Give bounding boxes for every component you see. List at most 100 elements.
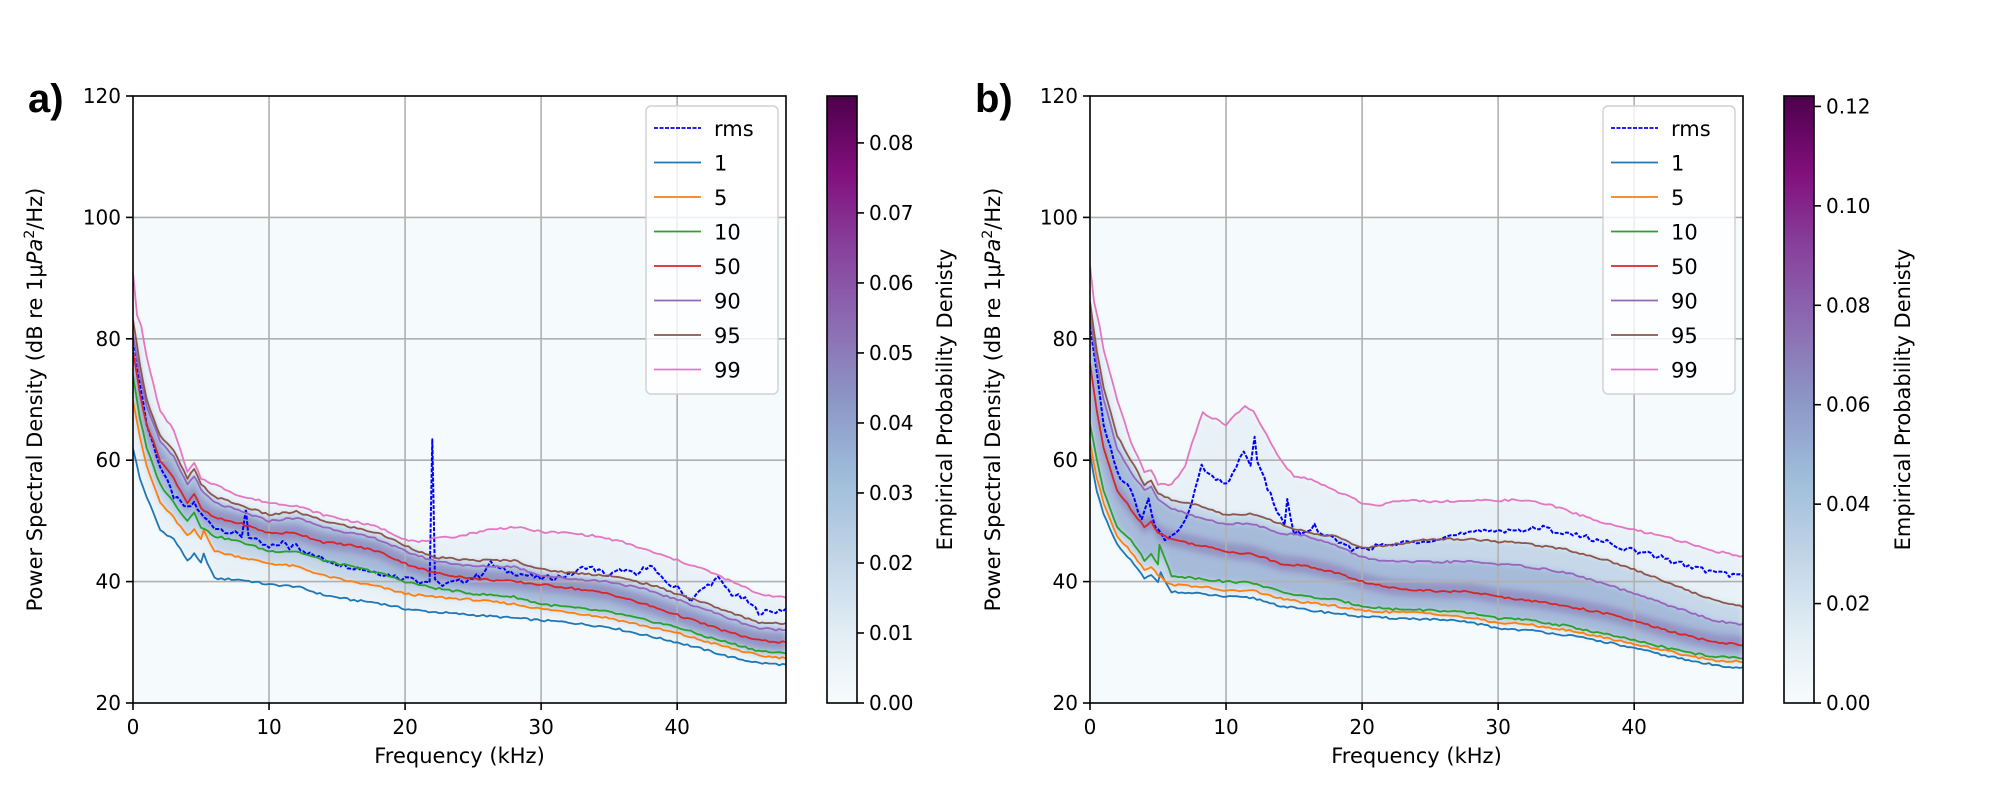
colorbar-label: Empirical Probability Denisty [933, 249, 957, 551]
colorbar-tick-label: 0.02 [1826, 592, 1871, 616]
legend: rms 1 5 10 50 90 95 99 [645, 105, 779, 395]
series-line-95 [1090, 301, 1743, 609]
colorbar: 0.00 0.02 0.04 0.06 0.08 0.10 0.12 Empirical Pr… [1783, 94, 1915, 715]
series-line-50 [1090, 362, 1743, 647]
colorbar-tick-label: 0.02 [869, 551, 914, 575]
legend-label-1: 1 [714, 152, 727, 176]
colorbar-gradient [826, 95, 858, 704]
panel-a: a) 0 10 20 30 40 20 40 60 80 100 120 Frequency (kHz… [22, 77, 957, 768]
colorbar-label: Empirical Probability Denisty [1891, 249, 1915, 551]
colorbar-tick-label: 0.06 [1826, 393, 1871, 417]
y-axis-label-unit: Pa [981, 239, 1005, 265]
x-tick-label: 30 [1485, 715, 1510, 739]
legend-label-95: 95 [1671, 324, 1698, 348]
legend-box [645, 105, 779, 395]
series-line-50 [133, 351, 786, 644]
colorbar-tick-label: 0.05 [869, 341, 914, 365]
panel-b: b) 0 10 20 30 40 20 40 60 80 100 120 Frequency (kHz… [975, 77, 1915, 768]
legend-label-rms: rms [1671, 117, 1711, 141]
series-group [1090, 265, 1743, 669]
series-line-90 [1090, 314, 1743, 626]
legend-label-90: 90 [714, 290, 741, 314]
x-axis-label: Frequency (kHz) [374, 744, 545, 768]
y-tick-label: 20 [1053, 691, 1078, 715]
x-tick-label: 20 [392, 715, 417, 739]
y-tick-label: 60 [96, 448, 121, 472]
colorbar-tick-label: 0.06 [869, 271, 914, 295]
y-tick-label: 20 [96, 691, 121, 715]
y-tick-label: 100 [83, 205, 121, 229]
legend-label-99: 99 [714, 359, 741, 383]
y-tick-label: 120 [83, 84, 121, 108]
legend-label-90: 90 [1671, 290, 1698, 314]
panel-label-a: a) [28, 77, 64, 121]
series-line-5 [1090, 441, 1743, 664]
x-tick-label: 30 [528, 715, 553, 739]
x-tick-label: 40 [1621, 715, 1646, 739]
legend-label-rms: rms [714, 117, 754, 141]
axes-frame [1089, 95, 1744, 704]
x-tick-label: 0 [1084, 715, 1097, 739]
series-line-95 [133, 319, 786, 626]
colorbar: 0.00 0.01 0.02 0.03 0.04 0.05 0.06 0.07 0.08 Empi… [826, 95, 957, 715]
density-band-group [1090, 266, 1743, 668]
axes-frame [132, 95, 787, 704]
series-line-1 [1090, 453, 1743, 669]
legend-label-99: 99 [1671, 359, 1698, 383]
series-line-1 [133, 448, 786, 667]
colorbar-tick-label: 0.08 [869, 131, 914, 155]
legend-label-50: 50 [1671, 255, 1698, 279]
colorbar-tick-label: 0.08 [1826, 293, 1871, 317]
x-axis-label: Frequency (kHz) [1331, 744, 1502, 768]
x-tick-label: 0 [127, 715, 140, 739]
series-line-90 [133, 333, 786, 632]
legend-label-95: 95 [714, 324, 741, 348]
y-tick-label: 80 [1053, 327, 1078, 351]
density-band-core [1090, 354, 1743, 652]
y-tick-label: 80 [96, 327, 121, 351]
legend-label-10: 10 [714, 221, 741, 245]
plot-area-b: 0 10 20 30 40 20 40 60 80 100 120 Frequency (kHz) Po… [980, 84, 1915, 768]
y-axis-label-sup: 2 [22, 230, 38, 239]
colorbar-tick-label: 0.07 [869, 201, 914, 225]
legend-box [1602, 105, 1736, 395]
y-axis-label: Power Spectral Density (dB re 1μPa2/Hz) [22, 188, 47, 612]
y-axis-label-text: Power Spectral Density (dB re 1μ [981, 264, 1005, 611]
colorbar-gradient [1783, 95, 1815, 704]
colorbar-tick-label: 0.00 [869, 691, 914, 715]
colorbar-tick-label: 0.04 [1826, 492, 1871, 516]
series-group [133, 272, 786, 667]
series-line-99 [1090, 265, 1743, 558]
plot-area-a: 0 10 20 30 40 20 40 60 80 100 120 Frequency (kHz) Po… [22, 84, 957, 768]
colorbar-tick-label: 0.04 [869, 411, 914, 435]
y-tick-label: 120 [1040, 84, 1078, 108]
legend-label-1: 1 [1671, 152, 1684, 176]
series-line-rms [1090, 325, 1743, 579]
colorbar-tick-label: 0.10 [1826, 194, 1871, 218]
y-tick-label: 60 [1053, 448, 1078, 472]
y-axis-label-tail: /Hz) [981, 188, 1005, 230]
y-axis-label-sup: 2 [980, 230, 996, 239]
series-line-10 [133, 375, 786, 655]
series-line-10 [1090, 424, 1743, 660]
y-tick-label: 100 [1040, 205, 1078, 229]
density-band-inner [1090, 314, 1743, 659]
panel-label-b: b) [975, 77, 1013, 121]
y-tick-label: 40 [96, 570, 121, 594]
x-tick-label: 10 [256, 715, 281, 739]
series-line-99 [133, 272, 786, 599]
colorbar-tick-label: 0.00 [1826, 691, 1871, 715]
legend-label-10: 10 [1671, 221, 1698, 245]
y-axis-label-text: Power Spectral Density (dB re 1μ [23, 264, 47, 611]
legend: rms 1 5 10 50 90 95 99 [1602, 105, 1736, 395]
y-axis-label: Power Spectral Density (dB re 1μPa2/Hz) [980, 188, 1005, 612]
legend-label-5: 5 [1671, 186, 1684, 210]
legend-label-50: 50 [714, 255, 741, 279]
series-line-5 [133, 400, 786, 660]
colorbar-tick-label: 0.12 [1826, 94, 1871, 118]
colorbar-tick-label: 0.03 [869, 481, 914, 505]
x-tick-label: 10 [1213, 715, 1238, 739]
series-line-rms [133, 341, 786, 616]
y-axis-label-tail: /Hz) [23, 188, 47, 230]
